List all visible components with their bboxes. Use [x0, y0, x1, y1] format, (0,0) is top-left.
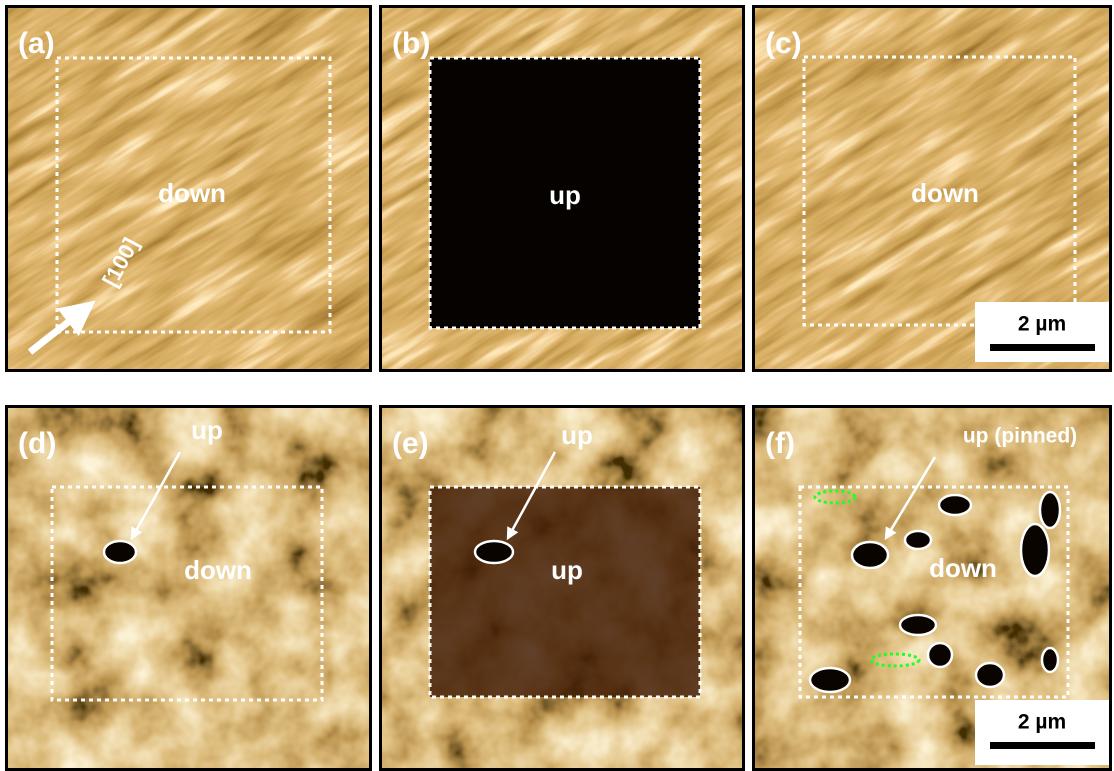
panel: (e) up up [379, 405, 745, 771]
domain-contour [1042, 648, 1058, 672]
region-label: down [911, 178, 979, 208]
domain-contour [852, 542, 888, 568]
region-label: down [158, 178, 226, 208]
domain-contour [104, 541, 136, 563]
domain-contour [1040, 492, 1060, 528]
scale-bar [990, 742, 1095, 749]
domain-contour [976, 663, 1004, 687]
region-label: down [184, 555, 252, 585]
pfm-image [5, 405, 372, 771]
panel: (d) up down [5, 405, 372, 771]
scale-bar-label: 2 µm [1018, 711, 1066, 734]
region-label: up [551, 555, 583, 585]
region-label: down [929, 553, 997, 583]
domain-contour [905, 531, 931, 549]
domain-contour [1021, 524, 1049, 576]
scale-bar-label: 2 µm [1018, 313, 1066, 336]
panel-label: (f) [765, 427, 795, 460]
region-label: up [561, 420, 593, 450]
region-label: up (pinned) [963, 425, 1077, 448]
scale-bar [990, 344, 1095, 351]
panel-label: (a) [18, 27, 55, 60]
region-label: up [191, 415, 223, 445]
panel-label: (d) [18, 427, 56, 460]
panel: (f) up (pinned) down 2 µm [752, 405, 1112, 771]
figure: (a)down[100](b)up(c)down2 µm(d)updown(e)… [0, 0, 1114, 771]
domain-contour [900, 615, 936, 635]
switched-region [430, 487, 700, 697]
domain-contour [939, 495, 971, 515]
panel-label: (c) [765, 27, 802, 60]
panel-label: (e) [392, 427, 429, 460]
region-label: up [549, 180, 581, 210]
domain-contour [810, 668, 850, 692]
domain-contour [928, 643, 952, 667]
domain-contour [475, 541, 513, 563]
panel-label: (b) [392, 27, 430, 60]
